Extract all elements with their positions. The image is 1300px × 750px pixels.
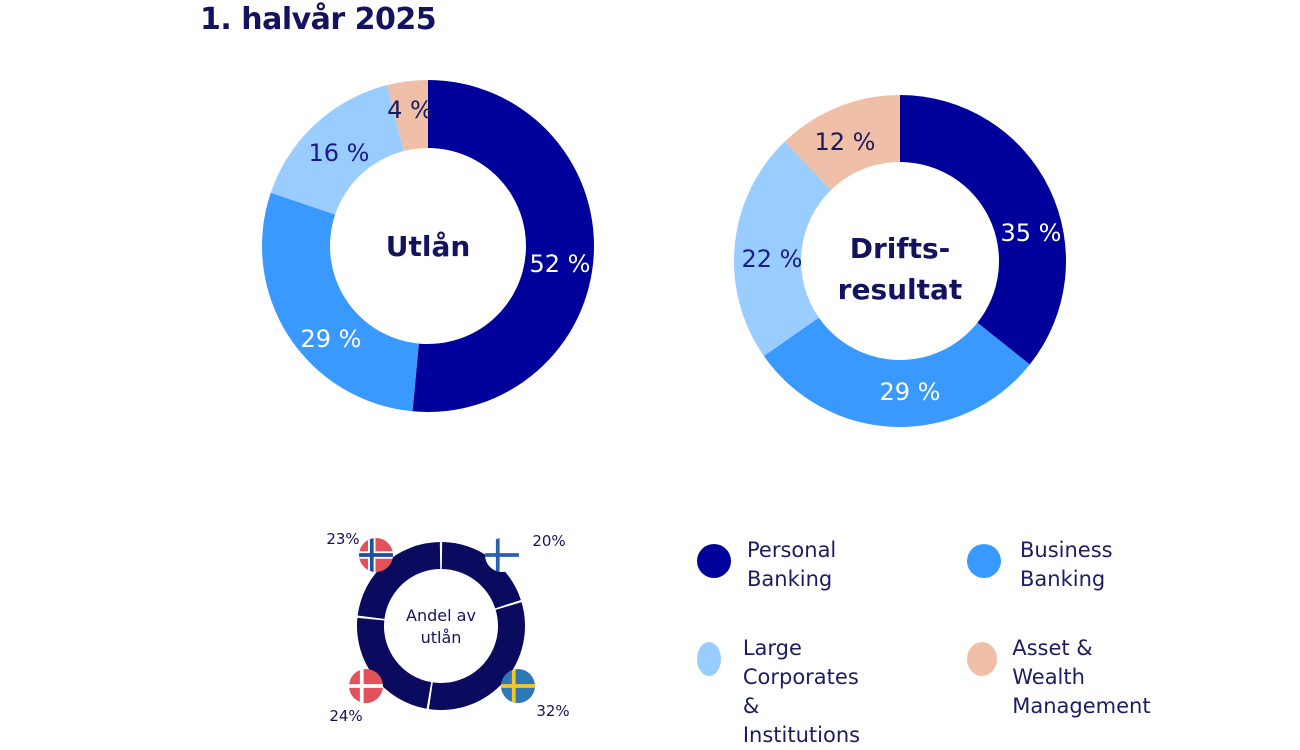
slice-label-personal-banking: 52 % (530, 250, 591, 278)
slice-label-asset-wealth-management: 4 % (387, 96, 433, 124)
donut-slice-personal-banking (900, 95, 1066, 365)
legend-item-asset-wealth: Asset & Wealth Management (967, 634, 1154, 721)
donut-slice-large-corporates-institutions (734, 141, 832, 356)
legend-swatch-large-corporates (697, 642, 721, 676)
legend-item-large-corporates: Large Corporates & Institutions (697, 634, 870, 750)
donut-slice-danmark (357, 617, 432, 709)
legend-swatch-personal-banking (697, 544, 731, 578)
legend-item-personal-banking: Personal Banking (697, 536, 836, 594)
slice-label-large-corporates-institutions: 22 % (742, 245, 803, 273)
slice-label-large-corporates-institutions: 16 % (309, 139, 370, 167)
legend-label: Business Banking (1020, 538, 1113, 591)
legend-label: Asset & Wealth Management (1012, 636, 1151, 718)
slice-label-asset-wealth-management: 12 % (815, 128, 876, 156)
donut-driftsresultat: 35 % 29 % 22 % 12 % Drifts-resultat (734, 95, 1066, 428)
country-share-norge: 23% (326, 530, 359, 548)
slice-label-business-banking: 29 % (301, 325, 362, 353)
slice-label-personal-banking: 35 % (1001, 219, 1062, 247)
donut-center-label-line: resultat (838, 273, 963, 306)
donut-slice-personal-banking (412, 80, 594, 412)
page-title: 1. halvår 2025 (200, 2, 437, 37)
country-share-finland: 20% (532, 532, 565, 550)
norway-flag-icon (359, 538, 393, 572)
legend-swatch-asset-wealth (967, 642, 998, 676)
legend-swatch-business-banking (967, 544, 1001, 578)
legend-item-business-banking: Business Banking (967, 536, 1113, 594)
donut-slice-large-corporates-institutions (270, 85, 404, 215)
donut-slice-finland (441, 542, 521, 609)
country-share-sverige: 32% (536, 702, 569, 720)
donut-slice-asset-wealth-management (387, 80, 428, 152)
legend-label: Large Corporates & Institutions (742, 636, 861, 747)
donut-center-label-line: Drifts- (850, 232, 951, 265)
denmark-flag-icon (349, 669, 383, 703)
donut-slice-business-banking (763, 317, 1030, 428)
slice-label-business-banking: 29 % (880, 378, 941, 406)
country-share-danmark: 24% (329, 707, 362, 725)
legend-label: Personal Banking (747, 538, 837, 591)
finland-flag-icon (485, 538, 519, 572)
donut-slice-norge (357, 542, 441, 619)
small-donut-center-label: utlån (421, 628, 462, 647)
donut-slice-business-banking (262, 192, 419, 412)
donut-slice-sverige (428, 602, 525, 710)
charts-canvas: 52 % 29 % 16 % 4 % Utlån 35 % 29 % 22 % 12 % Dri… (262, 80, 1066, 725)
small-donut-center-label: Andel av (406, 606, 476, 625)
donut-slice-asset-wealth-management (784, 95, 900, 190)
donut-andel-av-utlan: Andel av utlån 20% 32% 24% 23% (326, 530, 569, 725)
donut-utlan: 52 % 29 % 16 % 4 % Utlån (262, 80, 594, 412)
sweden-flag-icon (501, 669, 535, 703)
donut-center-label: Utlån (386, 230, 471, 263)
